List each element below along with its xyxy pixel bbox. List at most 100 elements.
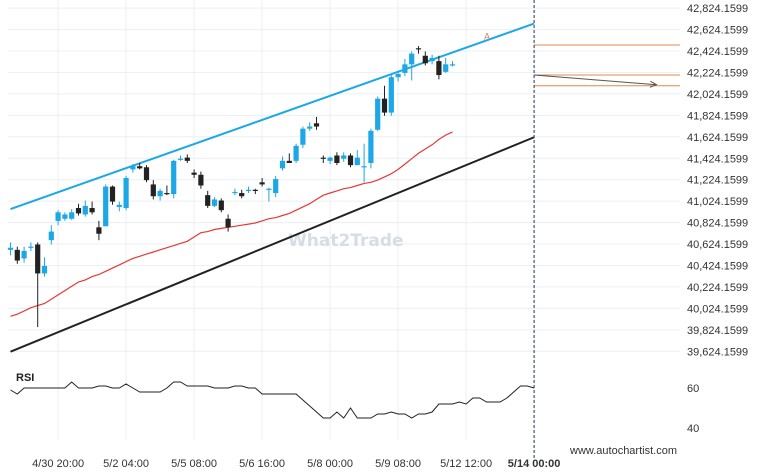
x-tick-label: 5/6 16:00 xyxy=(239,458,285,470)
candle-body xyxy=(279,160,286,169)
candle xyxy=(205,190,211,209)
candle xyxy=(273,175,279,198)
candle-body xyxy=(157,190,163,197)
x-tick-label: 5/9 08:00 xyxy=(375,458,421,470)
candle xyxy=(293,143,299,163)
candle-body xyxy=(327,157,333,161)
candle xyxy=(89,201,95,215)
candle xyxy=(143,165,150,183)
y-tick-label: 42,624.1599 xyxy=(687,25,748,37)
candle xyxy=(422,51,428,66)
candle xyxy=(82,200,88,217)
y-tick-label: 39,624.1599 xyxy=(687,346,748,358)
candle-body xyxy=(150,184,156,197)
candle xyxy=(266,187,272,202)
candle-body xyxy=(48,231,54,241)
candle xyxy=(130,164,136,173)
candle-body xyxy=(218,200,224,211)
candle xyxy=(75,203,82,216)
forecast-arrow-head xyxy=(649,80,658,88)
x-tick-label: 5/8 00:00 xyxy=(307,458,353,470)
channel-lines xyxy=(10,22,535,353)
candle-body xyxy=(177,158,184,160)
candle-body xyxy=(198,174,204,186)
candle xyxy=(137,162,143,170)
candle-body xyxy=(184,157,190,161)
candle xyxy=(449,61,456,67)
candle-body xyxy=(130,166,136,170)
candle-body xyxy=(341,155,347,159)
candle xyxy=(354,150,360,166)
candle xyxy=(116,201,122,212)
candle xyxy=(313,116,320,130)
candle-body xyxy=(211,199,218,206)
candle xyxy=(211,197,218,207)
candle xyxy=(279,156,286,171)
candle xyxy=(69,209,75,220)
candle xyxy=(443,57,449,73)
candle xyxy=(259,177,265,187)
candle-body xyxy=(429,57,435,62)
rsi-tick-label: 60 xyxy=(687,383,699,395)
candle-body xyxy=(313,123,320,127)
x-tick-label: 5/2 04:00 xyxy=(103,458,149,470)
candle-body xyxy=(286,160,292,163)
candle-body xyxy=(164,193,170,195)
candle xyxy=(123,175,129,211)
candle xyxy=(198,171,204,189)
y-tick-label: 40,224.1599 xyxy=(687,282,748,294)
candle-body xyxy=(436,61,442,76)
candle xyxy=(96,220,102,241)
candle xyxy=(402,58,408,77)
candle xyxy=(48,225,54,245)
candle-body xyxy=(307,126,313,129)
y-tick-label: 41,024.1599 xyxy=(687,196,748,208)
candle xyxy=(109,185,116,205)
candle xyxy=(245,186,252,194)
candle-body xyxy=(103,186,109,227)
candle-body xyxy=(232,191,238,194)
y-tick-label: 39,824.1599 xyxy=(687,325,748,337)
candle xyxy=(103,184,109,227)
candle xyxy=(232,188,238,196)
candle-body xyxy=(239,193,245,197)
candle-body xyxy=(137,166,143,169)
candle-body xyxy=(381,98,388,113)
candle-body xyxy=(266,188,272,190)
candle-body xyxy=(109,186,116,202)
candle xyxy=(286,153,292,163)
y-tick-label: 42,824.1599 xyxy=(687,3,748,15)
x-axis-labels: 4/30 20:00 5/2 04:00 5/5 08:00 5/6 16:00 5/8… xyxy=(32,458,560,470)
rsi-panel: 60 40 xyxy=(10,381,699,435)
candle-body xyxy=(225,218,231,228)
forecast-arrow-line xyxy=(534,74,657,86)
candle-body xyxy=(171,160,177,195)
y-tick-label: 41,624.1599 xyxy=(687,132,748,144)
grid xyxy=(8,0,680,440)
y-tick-label: 40,024.1599 xyxy=(687,303,748,315)
candle xyxy=(28,242,34,251)
candle-body xyxy=(55,212,61,221)
candle-body xyxy=(402,64,408,73)
candle-body xyxy=(62,214,68,219)
y-tick-label: 40,424.1599 xyxy=(687,260,748,272)
candle-body xyxy=(14,249,20,261)
rsi-title: RSI xyxy=(16,372,34,384)
candle xyxy=(409,51,415,81)
y-axis-labels: 42,824.1599 42,624.1599 42,424.1599 42,224.… xyxy=(687,3,748,358)
candle xyxy=(429,54,435,65)
candle-body xyxy=(449,64,456,66)
candle-body xyxy=(35,244,41,274)
y-tick-label: 41,424.1599 xyxy=(687,153,748,165)
candle xyxy=(21,246,27,263)
candle-body xyxy=(21,250,27,259)
candle-body xyxy=(375,98,381,130)
candle xyxy=(347,153,354,168)
candle-body xyxy=(422,55,428,64)
candle xyxy=(327,156,333,165)
y-tick-label: 42,224.1599 xyxy=(687,67,748,79)
candle-body xyxy=(320,157,326,159)
y-tick-label: 42,024.1599 xyxy=(687,89,748,101)
x-tick-label: 4/30 20:00 xyxy=(32,458,84,470)
